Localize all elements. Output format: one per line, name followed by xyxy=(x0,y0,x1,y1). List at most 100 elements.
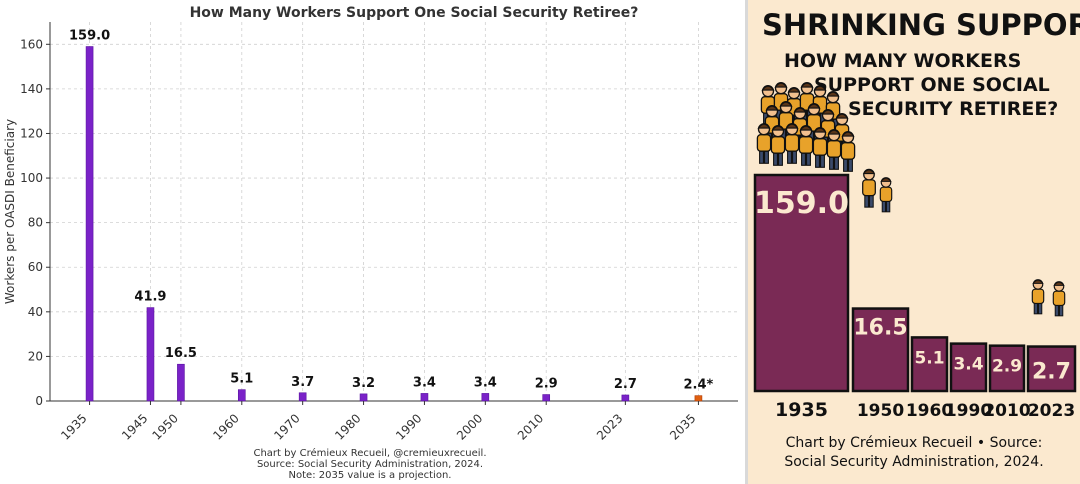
data-label-1945: 41.9 xyxy=(134,290,166,305)
left-chart-footer: Chart by Crémieux Recueil, @cremieuxrecu… xyxy=(120,448,620,481)
x-tick-label-1950: 1950 xyxy=(150,411,181,442)
y-tick-label: 20 xyxy=(28,349,43,363)
bar-1990 xyxy=(420,393,429,402)
worker-hair xyxy=(813,127,827,133)
infographic-title: SHRINKING SUPPORT: xyxy=(762,8,1080,42)
bar-1945 xyxy=(146,307,155,402)
worker-figure-icon xyxy=(812,127,828,168)
infographic-year-1960: 1960 xyxy=(906,401,953,421)
left-bar-chart: How Many Workers Support One Social Secu… xyxy=(3,5,738,443)
bar-1960 xyxy=(237,389,246,402)
infographic-year-2023: 2023 xyxy=(1028,401,1075,421)
worker-hair xyxy=(841,131,855,137)
infographic-bar-chart: 159.0 1935 16.5 1950 5.1 1960 3.4 1990 2.9 20102.… xyxy=(753,82,1077,421)
worker-hair xyxy=(771,125,785,131)
worker-hair xyxy=(785,123,799,129)
data-label-2023: 2.7 xyxy=(614,377,637,392)
worker-hair xyxy=(779,101,793,107)
worker-hair xyxy=(787,87,801,93)
infographic-value-1990: 3.4 xyxy=(953,355,983,375)
worker-hair xyxy=(835,113,849,119)
data-label-1980: 3.2 xyxy=(352,376,375,391)
worker-shirt xyxy=(862,179,876,197)
worker-shirt xyxy=(784,134,800,152)
worker-figure-icon xyxy=(770,125,786,166)
x-tick-label-2000: 2000 xyxy=(454,411,485,442)
worker-hair xyxy=(826,91,840,97)
left-footer-line-3: Note: 2035 value is a projection. xyxy=(288,470,452,481)
worker-figure-icon xyxy=(840,131,856,172)
infographic-year-1935: 1935 xyxy=(775,399,828,421)
worker-hair xyxy=(821,109,835,115)
worker-shirt xyxy=(770,136,786,154)
worker-hair xyxy=(774,82,788,88)
bar-1970 xyxy=(298,392,307,402)
infographic-subtitle-line-1: HOW MANY WORKERS xyxy=(784,50,1022,72)
infographic-year-1990: 1990 xyxy=(945,401,992,421)
worker-shirt xyxy=(812,138,828,156)
panel-divider xyxy=(745,0,748,484)
infographic-bar-1950 xyxy=(851,307,910,393)
worker-hair xyxy=(880,177,892,182)
infographic-bar-2023 xyxy=(1026,345,1077,393)
data-label-1950: 16.5 xyxy=(165,346,197,361)
worker-hair xyxy=(761,85,775,91)
worker-figure-icon xyxy=(1031,279,1045,315)
infographic-subtitle-line-2: SUPPORT ONE SOCIAL xyxy=(814,74,1050,96)
y-axis-label: Workers per OASDI Beneficiary xyxy=(3,119,17,304)
y-tick-label: 0 xyxy=(35,394,43,408)
bar-2010 xyxy=(542,394,551,402)
y-tick-label: 160 xyxy=(20,37,43,51)
worker-shirt xyxy=(1031,288,1045,304)
left-chart-panel: How Many Workers Support One Social Secu… xyxy=(3,5,738,481)
bar-1980 xyxy=(359,393,368,402)
data-label-2010: 2.9 xyxy=(535,377,558,392)
data-label-1990: 3.4 xyxy=(413,375,436,390)
worker-hair xyxy=(765,105,779,111)
right-infographic-panel: SHRINKING SUPPORT: HOW MANY WORKERS SUPP… xyxy=(748,0,1080,484)
infographic-year-2010: 2010 xyxy=(983,401,1030,421)
bar-1935 xyxy=(85,46,94,402)
infographic-bar-1960 xyxy=(910,336,949,393)
data-label-1960: 5.1 xyxy=(230,372,253,387)
chart-title: How Many Workers Support One Social Secu… xyxy=(190,5,639,21)
y-tick-label: 100 xyxy=(20,171,43,185)
worker-hair xyxy=(757,123,771,129)
worker-hair xyxy=(1053,281,1065,286)
data-label-2035: 2.4* xyxy=(684,378,714,393)
y-tick-label: 120 xyxy=(20,126,43,140)
infographic-subtitle-line-3: SECURITY RETIREE? xyxy=(848,98,1059,120)
x-tick-label-1945: 1945 xyxy=(119,411,150,442)
worker-hair xyxy=(862,169,876,175)
x-tick-label-2035: 2035 xyxy=(667,411,698,442)
y-tick-label: 80 xyxy=(28,216,43,230)
left-footer-line-2: Source: Social Security Administration, … xyxy=(256,459,484,470)
worker-figure-icon xyxy=(862,168,876,208)
infographic-year-1950: 1950 xyxy=(857,401,904,421)
bar-2035 xyxy=(694,395,703,402)
infographic-bar-2010 xyxy=(988,344,1026,393)
data-label-1935: 159.0 xyxy=(69,29,110,44)
y-tick-label: 140 xyxy=(20,82,43,96)
infographic-value-2010: 2.9 xyxy=(992,357,1022,377)
worker-figure-icon xyxy=(1052,281,1066,317)
bar-1950 xyxy=(177,363,185,402)
worker-hair xyxy=(800,82,814,88)
infographic-bar-1990 xyxy=(949,342,988,393)
infographic-value-2023: 2.7 xyxy=(1032,360,1071,385)
infographic-footer: Chart by Crémieux Recueil • Source: Soci… xyxy=(748,434,1080,472)
x-tick-label-2023: 2023 xyxy=(594,411,625,442)
infographic-value-1935: 159.0 xyxy=(754,186,849,221)
worker-hair xyxy=(807,103,821,109)
data-label-2000: 3.4 xyxy=(474,375,497,390)
infographic-footer-line-1: Chart by Crémieux Recueil • Source: xyxy=(785,435,1043,451)
worker-shirt xyxy=(879,186,893,202)
worker-hair xyxy=(827,129,841,135)
worker-hair xyxy=(1032,279,1044,284)
bar-2000 xyxy=(481,393,490,402)
x-tick-label-1960: 1960 xyxy=(210,411,241,442)
x-tick-label-1980: 1980 xyxy=(332,411,363,442)
worker-shirt xyxy=(798,136,814,154)
worker-shirt xyxy=(1052,290,1066,306)
data-label-1970: 3.7 xyxy=(291,375,314,390)
